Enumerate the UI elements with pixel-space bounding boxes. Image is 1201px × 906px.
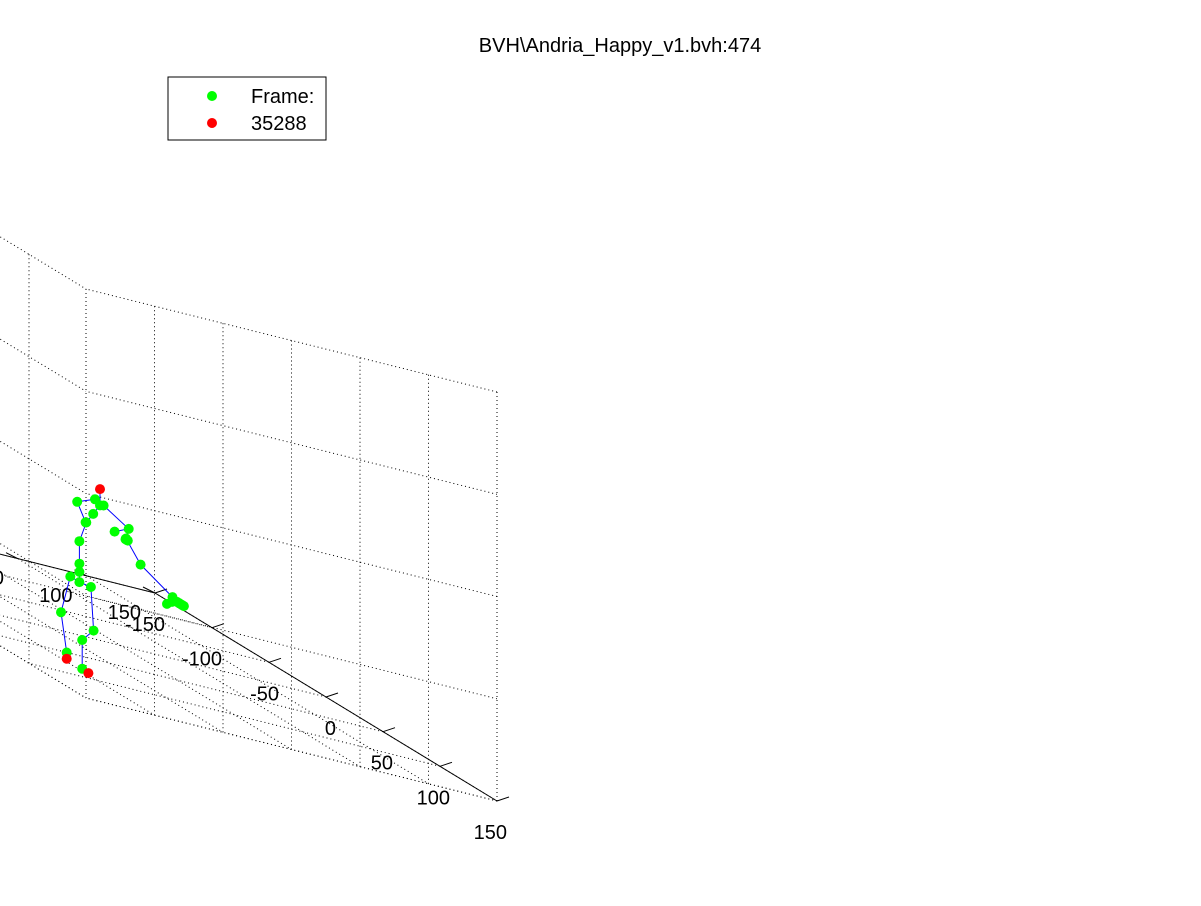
joint-marker — [123, 536, 133, 546]
joint-marker — [86, 582, 96, 592]
x-tick-label: -50 — [250, 683, 279, 705]
joint-marker — [81, 517, 91, 527]
legend: Frame: 35288 — [168, 77, 326, 140]
joint-marker — [74, 567, 84, 577]
y-tick-label: 50 — [0, 568, 4, 590]
joint-marker — [136, 560, 146, 570]
x-tick-label: 150 — [474, 822, 507, 844]
legend-label-frame-number: 35288 — [251, 113, 307, 135]
joint-marker — [179, 601, 189, 611]
legend-marker-frame-number — [207, 118, 217, 128]
joint-marker — [72, 497, 82, 507]
x-tick-label: 50 — [371, 753, 393, 775]
x-tick-label: -100 — [182, 649, 222, 671]
x-tick-label: 0 — [325, 718, 336, 740]
legend-label-frame: Frame: — [251, 86, 314, 108]
joint-marker — [56, 607, 66, 617]
joint-marker — [90, 494, 100, 504]
joint-marker — [77, 635, 87, 645]
joint-marker — [162, 599, 172, 609]
joint-marker — [88, 509, 98, 519]
end-site-marker — [95, 484, 105, 494]
joint-marker — [89, 626, 99, 636]
y-tick-label: 150 — [108, 602, 141, 624]
legend-marker-frame — [207, 91, 217, 101]
joint-marker — [74, 577, 84, 587]
joint-marker — [65, 572, 75, 582]
x-tick-label: 100 — [417, 787, 450, 809]
chart-title: BVH\Andria_Happy_v1.bvh:474 — [479, 35, 761, 57]
joint-marker — [99, 501, 109, 511]
joint-marker — [124, 524, 134, 534]
end-site-marker — [83, 668, 93, 678]
joint-marker — [74, 536, 84, 546]
end-site-marker — [62, 654, 72, 664]
joint-marker — [110, 527, 120, 537]
